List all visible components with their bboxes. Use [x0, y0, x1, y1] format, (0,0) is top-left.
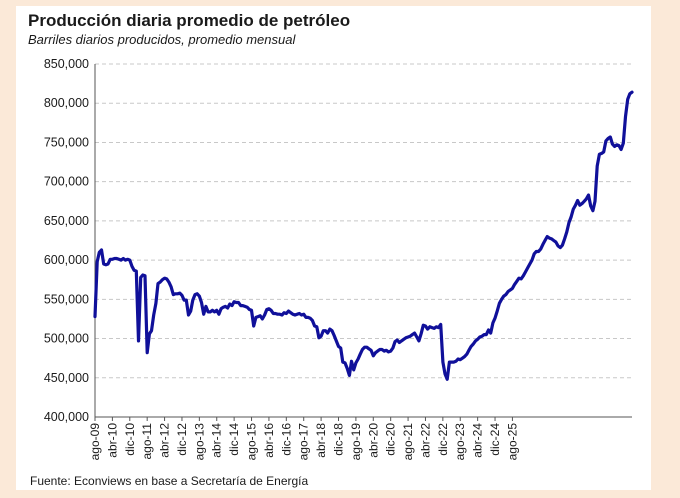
y-tick-label: 700,000: [44, 175, 89, 189]
chart-title: Producción diaria promedio de petróleo: [28, 11, 351, 30]
x-tick-label: ago-19: [349, 423, 363, 461]
x-tick-label: ago-09: [88, 423, 102, 461]
line-chart: 400,000 450,000 500,000 550,000 600,000 650,0…: [44, 57, 634, 461]
x-tick-label: dic-18: [331, 423, 345, 456]
y-tick-label: 800,000: [44, 96, 89, 110]
x-tick-label: dic-24: [488, 423, 502, 456]
x-tick-label: abr-16: [262, 423, 276, 458]
x-tick-label: dic-14: [227, 423, 241, 456]
x-tick-label: ago-21: [401, 423, 415, 461]
x-tick-label: dic-10: [123, 423, 137, 456]
y-tick-label: 850,000: [44, 57, 89, 71]
x-tick-label: dic-12: [175, 423, 189, 456]
source-note: Fuente: Econviews en base a Secretaría d…: [30, 474, 309, 488]
x-tick-label: dic-20: [384, 423, 398, 456]
x-tick-label: abr-10: [105, 423, 119, 458]
chart-subtitle: Barriles diarios producidos, promedio me…: [28, 32, 296, 47]
x-tick-label: abr-14: [210, 423, 224, 458]
x-tick-label: ago-13: [192, 423, 206, 461]
x-tick-label: abr-20: [366, 423, 380, 458]
x-tick-label: ago-11: [140, 423, 154, 460]
x-tick-label: ago-17: [297, 423, 311, 461]
y-tick-label: 500,000: [44, 332, 89, 346]
x-tick-label: abr-22: [418, 423, 432, 458]
y-tick-label: 450,000: [44, 371, 89, 385]
series-line: [93, 90, 634, 381]
y-tick-label: 600,000: [44, 253, 89, 267]
y-tick-label: 750,000: [44, 135, 89, 149]
x-tick-label: abr-12: [158, 423, 172, 458]
x-tick-label: abr-24: [471, 423, 485, 458]
x-tick-label: abr-18: [314, 423, 328, 458]
x-tick-label: ago-15: [245, 423, 259, 461]
x-tick-label: dic-16: [279, 423, 293, 456]
x-tick-label: ago-23: [453, 423, 467, 461]
x-tick-label: ago-25: [505, 423, 519, 461]
x-tick-label: dic-22: [436, 423, 450, 456]
chart-card: Producción diaria promedio de petróleo B…: [16, 6, 651, 490]
y-tick-label: 550,000: [44, 292, 89, 306]
y-tick-label: 400,000: [44, 410, 89, 424]
y-tick-label: 650,000: [44, 214, 89, 228]
